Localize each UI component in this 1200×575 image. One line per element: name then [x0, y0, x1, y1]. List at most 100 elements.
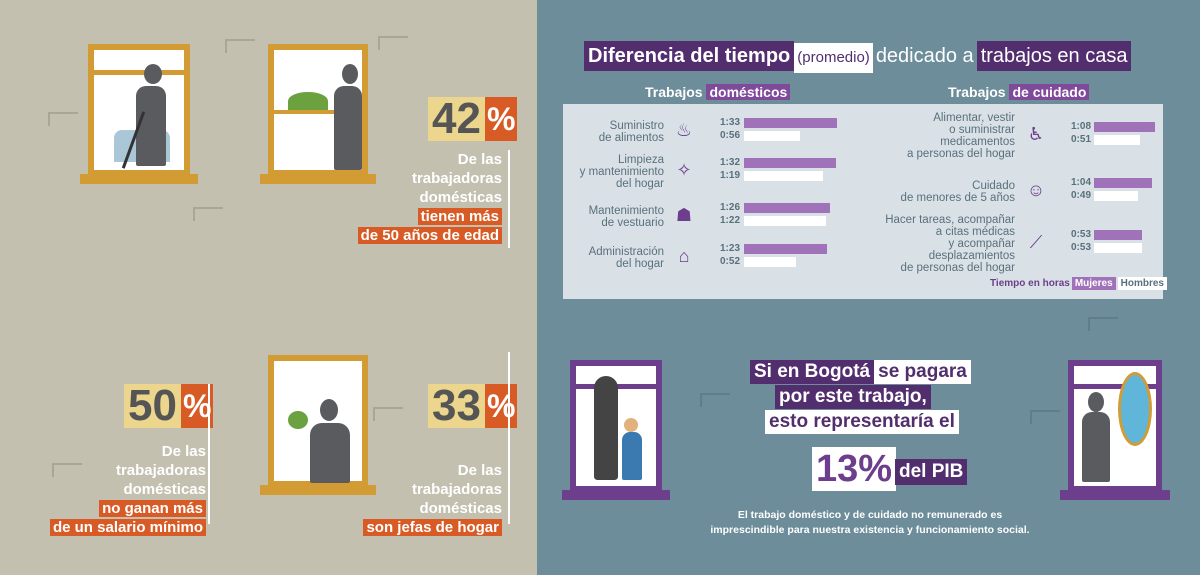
category-label: Alimentar, vestir o suministrar medicament…: [906, 112, 1015, 160]
bar-mujeres: [1094, 122, 1156, 132]
brick-decoration: [193, 207, 223, 221]
section-header-text: Trabajos: [645, 84, 703, 100]
value-label: 0:56: [720, 130, 741, 141]
stat-value: 50: [124, 384, 181, 428]
value-label: 1:08: [1071, 121, 1092, 132]
stat-line: trabajadoras: [411, 481, 502, 498]
plants-illustration: [288, 92, 328, 110]
girl-dress: [622, 432, 642, 480]
chart-legend: Tiempo en horas Mujeres Hombres: [990, 277, 1167, 290]
cleaning-icon: ✧: [676, 160, 692, 180]
stat-highlight: tienen más: [417, 208, 502, 225]
divider-line: [508, 150, 510, 248]
stat-line: trabajadoras: [411, 170, 502, 187]
pot-icon: ♨: [675, 120, 693, 140]
window-cleaning: [260, 355, 376, 495]
stat-33-percent: 33%: [428, 384, 518, 428]
percent-sign: %: [180, 384, 214, 428]
stat-50-description: De las trabajadoras domésticas no ganan …: [30, 442, 206, 537]
bar-mujeres: [744, 203, 830, 213]
crutch-icon: ⟋: [1029, 232, 1043, 252]
title-part: (promedio): [794, 43, 873, 73]
chart-panel: [563, 104, 1163, 299]
stat-line: De las: [161, 443, 206, 460]
section-header-cuidado: Trabajos de cuidado: [948, 82, 1090, 102]
bar-hombres: [744, 216, 826, 226]
stat-highlight: son jefas de hogar: [363, 519, 502, 536]
footer-line: El trabajo doméstico y de cuidado no rem…: [737, 509, 1003, 521]
person-body-silhouette: [310, 423, 350, 483]
bar-hombres: [1094, 243, 1142, 253]
bar-hombres: [744, 131, 800, 141]
legend-title: Tiempo en horas: [990, 278, 1070, 289]
chart-title: Diferencia del tiempo (promedio) dedicado …: [584, 41, 1132, 73]
section-header-highlight: de cuidado: [1009, 84, 1090, 100]
brick-decoration: [52, 463, 82, 477]
bar-hombres: [744, 171, 823, 181]
stat-line: domésticas: [419, 500, 502, 517]
stat-42-description: De las trabajadoras domésticas tienen má…: [330, 150, 502, 245]
stat-line: domésticas: [419, 189, 502, 206]
footer-note: El trabajo doméstico y de cuidado no rem…: [690, 508, 1050, 538]
brick-decoration: [378, 36, 408, 50]
window-caregiver: [562, 360, 670, 500]
stat-line: De las: [457, 462, 502, 479]
iron-icon: ☗: [675, 205, 693, 225]
stat-line: domésticas: [123, 481, 206, 498]
woman-body-silhouette: [136, 86, 166, 166]
veiled-woman-silhouette: [594, 376, 618, 480]
stat-value: 33: [428, 384, 485, 428]
stat-line: De las: [457, 151, 502, 168]
bar-mujeres: [1094, 230, 1142, 240]
brick-decoration: [373, 407, 403, 421]
bar-mujeres: [744, 118, 837, 128]
mirror-illustration: [1118, 372, 1152, 446]
percent-sign: %: [484, 384, 518, 428]
stat-highlight: no ganan más: [99, 500, 206, 517]
stat-42-percent: 42%: [428, 97, 518, 141]
pib-label: del PIB: [895, 459, 968, 485]
value-label: 0:51: [1071, 134, 1092, 145]
brick-decoration: [700, 393, 730, 407]
section-header-text: Trabajos: [948, 84, 1006, 100]
category-label: Hacer tareas, acompañar a citas médicas y …: [885, 214, 1015, 274]
brick-decoration: [48, 112, 78, 126]
bogota-line-3: esto representaría el: [765, 410, 959, 434]
title-part: Diferencia del tiempo: [584, 41, 795, 71]
percent-sign: %: [484, 97, 518, 141]
bar-mujeres: [1094, 178, 1152, 188]
window-plants: [260, 44, 376, 184]
value-label: 1:33: [720, 117, 741, 128]
bogota-text: Si en Bogotá: [750, 360, 875, 384]
value-label: 1:23: [720, 243, 741, 254]
value-label: 1:04: [1071, 177, 1092, 188]
section-header-highlight: domésticos: [706, 84, 791, 100]
footer-line: imprescindible para nuestra existencia y…: [710, 524, 1030, 536]
man-head-silhouette: [342, 64, 358, 84]
title-part: dedicado a: [875, 45, 974, 67]
legend-hombres: Hombres: [1117, 277, 1167, 290]
wheelchair-icon: ♿: [1027, 124, 1045, 144]
stat-50-percent: 50%: [124, 384, 214, 428]
bogota-line-1: Si en Bogotá se pagara: [750, 360, 971, 384]
cloth-illustration: [288, 411, 308, 429]
bar-mujeres: [744, 244, 827, 254]
value-label: 0:49: [1071, 190, 1092, 201]
value-label: 1:26: [720, 202, 741, 213]
brick-decoration: [1088, 317, 1118, 331]
divider-line: [508, 352, 510, 524]
category-label: Limpieza y mantenimiento del hogar: [579, 154, 664, 190]
woman-head-silhouette: [144, 64, 162, 84]
man-body-silhouette: [334, 86, 362, 170]
value-label: 1:19: [720, 170, 741, 181]
stat-33-description: De las trabajadoras domésticas son jefas…: [330, 461, 502, 537]
value-label: 0:53: [1071, 242, 1092, 253]
title-part: trabajos en casa: [976, 41, 1132, 71]
brick-decoration: [1030, 410, 1060, 424]
bar-hombres: [744, 257, 796, 267]
brick-decoration: [225, 39, 255, 53]
person-head-silhouette: [320, 399, 338, 421]
bar-hombres: [1094, 191, 1139, 201]
value-label: 1:32: [720, 157, 741, 168]
stat-highlight: de 50 años de edad: [357, 227, 502, 244]
